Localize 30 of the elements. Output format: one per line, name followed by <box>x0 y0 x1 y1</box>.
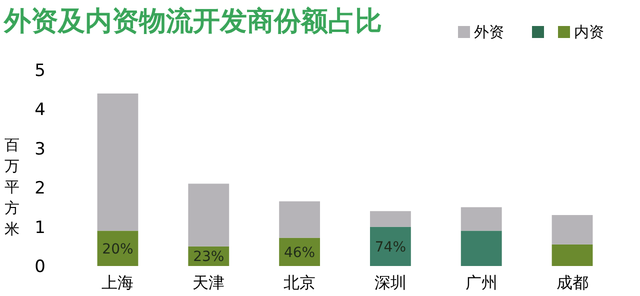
y-tick-label: 5 <box>34 61 46 81</box>
bar <box>552 215 593 244</box>
y-tick-label: 2 <box>34 178 46 199</box>
bar <box>97 230 138 266</box>
annotation: 46% <box>284 244 316 261</box>
x-tick-label: 深圳 <box>374 273 406 292</box>
x-tick-label: 成都 <box>556 273 588 292</box>
y-tick-label: 3 <box>34 139 46 160</box>
x-tick-label: 北京 <box>284 273 316 292</box>
y-axis-title: 百万平方米 <box>4 136 20 238</box>
legend-label: 外资 <box>474 23 504 41</box>
y-tick-label: 0 <box>34 257 46 277</box>
bar <box>552 244 593 266</box>
bar <box>370 211 411 227</box>
y-tick-label: 1 <box>34 218 46 238</box>
x-tick-label: 上海 <box>102 273 134 292</box>
annotation: 23% <box>193 249 224 266</box>
bar <box>460 230 502 266</box>
bar <box>188 184 230 246</box>
x-tick-label: 广州 <box>465 273 498 292</box>
bar <box>97 94 138 231</box>
bar <box>370 226 411 266</box>
x-tick-label: 天津 <box>192 273 225 292</box>
legend-label: 内资 <box>574 23 604 41</box>
chart-title: 外资及内资物流开发商份额占比 <box>3 6 382 37</box>
y-tick-label: 4 <box>34 100 46 120</box>
bar <box>279 201 320 238</box>
annotation: 20% <box>102 241 134 258</box>
bar <box>460 207 502 231</box>
annotation: 74% <box>374 239 406 256</box>
